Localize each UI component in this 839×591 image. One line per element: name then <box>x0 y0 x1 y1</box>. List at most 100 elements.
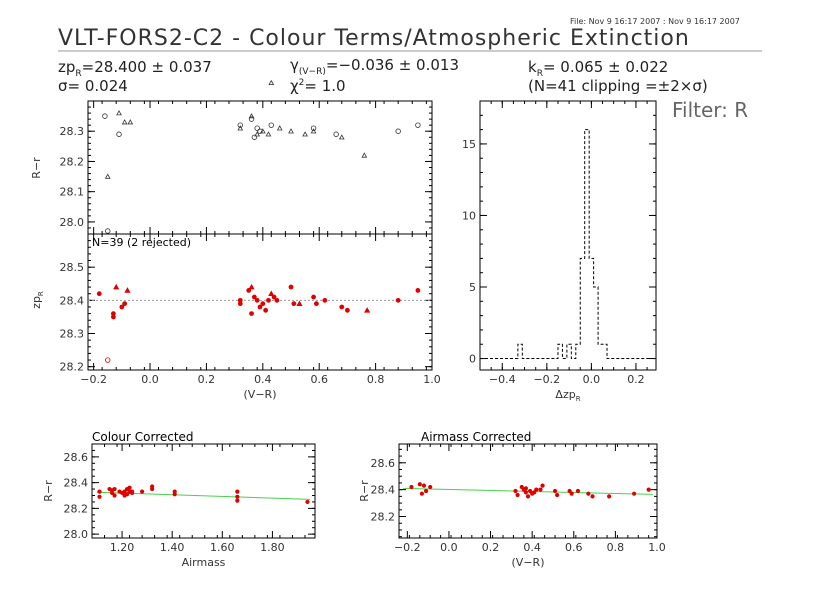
colour-panel-ytick-label: 28.2 <box>64 502 89 515</box>
zp-panel-annotation: N=39 (2 rejected) <box>92 236 191 249</box>
top-panel-ytick-label: 28.0 <box>60 216 85 229</box>
colour-panel-ylabel: R−r <box>42 480 55 502</box>
zp-panel-xlabel: (V−R) <box>244 388 277 401</box>
gamma-readout: γ(V−R)=−0.036 ± 0.013 <box>290 56 459 77</box>
airmass-panel-ylabel: R−r <box>358 480 371 502</box>
zp-panel-ytick-label: 28.5 <box>60 261 85 274</box>
airmass-point <box>575 488 581 494</box>
histogram-frame <box>479 100 657 371</box>
zp-point <box>415 287 421 293</box>
histogram-xtick-label: 0.0 <box>583 373 601 386</box>
zp-point <box>263 307 269 313</box>
zp-triangle-point <box>124 287 131 293</box>
histogram-xtick-label: −0.2 <box>533 373 560 386</box>
zp-readout: zpR=28.400 ± 0.037 <box>58 58 212 79</box>
airmass-point <box>421 483 427 488</box>
airmass-point <box>409 484 414 490</box>
airmass-point <box>586 491 591 496</box>
zp-panel-xtick-label: 0.8 <box>367 373 385 386</box>
airmass-panel-xtick-label: 0.4 <box>523 541 541 554</box>
histogram-bar <box>558 344 562 358</box>
histogram-outline <box>480 129 656 360</box>
histogram-ytick-label: 15 <box>462 138 476 151</box>
colour-point <box>112 493 117 498</box>
zp-point <box>237 297 243 303</box>
histogram-bar <box>518 344 522 358</box>
top-circle-point <box>116 131 122 137</box>
gamma-value: =−0.036 ± 0.013 <box>325 56 459 74</box>
zp-panel-xtick-label: −0.2 <box>80 373 107 386</box>
top-panel-frame <box>87 100 433 235</box>
top-circle-point <box>333 131 339 137</box>
zp-point <box>313 301 319 307</box>
histogram-bar <box>589 258 593 358</box>
colour-point <box>235 494 240 499</box>
zp-panel-xtick-label: 0.2 <box>198 373 216 386</box>
colour-point <box>97 494 102 499</box>
zp-panel-xtick-label: 0.6 <box>310 373 328 386</box>
colour-point <box>124 492 130 497</box>
top-triangle-point <box>254 131 261 137</box>
histogram-bar <box>567 344 571 358</box>
zp-rejected-point <box>105 357 111 363</box>
top-triangle-point <box>361 152 368 158</box>
colour-point <box>235 498 240 503</box>
colour-point <box>112 486 117 492</box>
colour-point <box>172 492 177 497</box>
top-circle-point <box>395 128 401 134</box>
zp-triangle-point <box>296 300 303 306</box>
airmass-panel-xtick-label: 0.8 <box>607 541 625 554</box>
airmass-point <box>555 492 560 498</box>
airmass-point <box>607 494 612 499</box>
top-triangle-point <box>265 131 272 137</box>
zp-point <box>266 297 271 303</box>
airmass-point <box>646 487 651 492</box>
zp-point <box>274 297 280 303</box>
airmass-panel-xtick-label: 0.0 <box>440 541 458 554</box>
airmass-point <box>523 486 529 491</box>
top-triangle-point <box>104 173 111 179</box>
airmass-point <box>534 487 539 492</box>
histogram-xtick-label: −0.4 <box>489 373 516 386</box>
zp-point <box>237 301 243 307</box>
k-sub: R <box>536 69 543 79</box>
zp-point <box>254 297 260 303</box>
top-circle-point <box>237 122 243 128</box>
top-circle-point <box>105 228 111 234</box>
zp-triangle-point <box>113 283 120 290</box>
airmass-point <box>538 487 543 492</box>
airmass-panel-frame <box>398 443 658 539</box>
colour-point <box>122 489 127 494</box>
top-panel-ytick-label: 28.1 <box>60 186 85 199</box>
top-triangle-point <box>310 128 317 134</box>
airmass-panel-xtick-label: 0.2 <box>482 541 500 554</box>
zp-point <box>96 291 102 297</box>
top-triangle-point <box>288 128 294 134</box>
zp-point <box>322 297 328 303</box>
colour-panel-xtick-label: 1.60 <box>210 541 235 554</box>
zp-triangle-point <box>268 290 275 297</box>
histogram-bar <box>580 258 584 358</box>
airmass-point <box>523 490 529 495</box>
zp-label: zp <box>58 58 76 76</box>
histogram-bar <box>603 344 607 358</box>
airmass-point <box>632 491 637 496</box>
file-info: File: Nov 9 16:17 2007 : Nov 9 16:17 200… <box>570 17 740 26</box>
top-circle-point <box>102 113 108 119</box>
histogram-bar <box>594 287 598 359</box>
zp-sub: R <box>75 69 82 79</box>
colour-panel-frame <box>91 443 316 539</box>
top-circle-point <box>251 134 258 140</box>
zp-triangle-point <box>248 283 255 290</box>
colour-point <box>129 489 135 494</box>
top-triangle-point <box>121 119 128 125</box>
clip-readout: (N=41 clipping =±2×σ) <box>528 77 708 95</box>
zp-point <box>345 307 350 313</box>
airmass-panel-xlabel: (V−R) <box>512 556 545 569</box>
airmass-panel-ytick-label: 28.4 <box>371 484 396 497</box>
top-circle-point <box>268 122 274 128</box>
airmass-point <box>569 491 574 496</box>
airmass-panel-ytick-label: 28.6 <box>371 457 396 470</box>
zp-point <box>249 311 254 317</box>
airmass-panel-xtick-label: 0.6 <box>565 541 583 554</box>
